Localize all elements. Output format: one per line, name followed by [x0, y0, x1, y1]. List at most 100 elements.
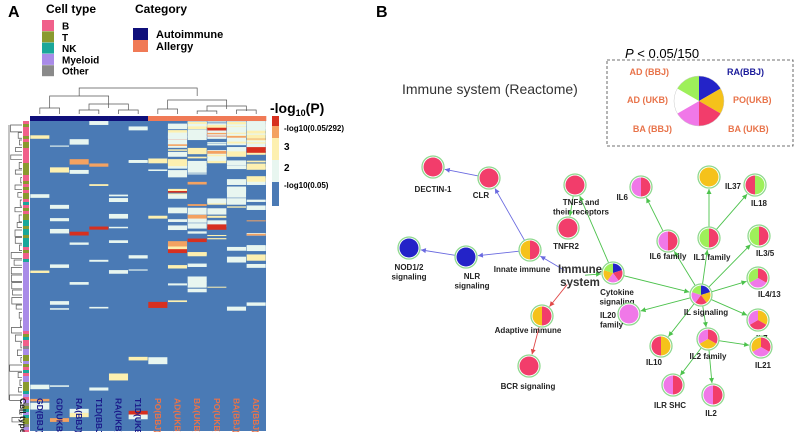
- cell-type-strip-cell: [23, 379, 29, 382]
- edge-arrowhead: [494, 188, 500, 195]
- cell-type-strip-cell: [23, 160, 29, 163]
- heatmap-cell: [187, 218, 207, 223]
- category-bar-cell: [30, 116, 50, 121]
- heatmap-cell: [49, 204, 70, 209]
- pie-legend-box: [606, 59, 794, 147]
- pie-legend-label: AD (UKB): [627, 95, 668, 105]
- heatmap-cell: [167, 189, 188, 193]
- heatmap-cell: [69, 231, 89, 236]
- heatmap-cell: [167, 159, 188, 167]
- heatmap-cell: [167, 193, 188, 196]
- column-label: GD(BBJ): [35, 398, 45, 432]
- heatmap-cell: [89, 163, 109, 167]
- cell-type-strip-cell: [23, 382, 29, 385]
- cell-type-strip-cell: [23, 124, 29, 127]
- heatmap-cell: [207, 238, 227, 240]
- cell-type-strip-cell: [23, 280, 29, 283]
- node-label: IL37: [725, 182, 742, 191]
- cell-type-strip-cell: [23, 391, 29, 394]
- heatmap-cell: [148, 357, 168, 365]
- cell-type-strip-cell: [23, 166, 29, 169]
- cell-type-strip-cell: [23, 301, 29, 304]
- node-pie-slice: [691, 285, 701, 295]
- row-dendrogram: [8, 124, 22, 423]
- cell-type-strip-cell: [23, 256, 29, 259]
- cell-type-legend-item: B: [62, 22, 69, 33]
- edge-arrowhead: [646, 197, 651, 204]
- network-edge: [718, 340, 750, 346]
- network-edge: [715, 193, 748, 230]
- node-pie-slice: [603, 263, 613, 273]
- category-legend-item: Autoimmune: [156, 29, 223, 41]
- node-pie-slice: [663, 375, 673, 395]
- heatmap-cell: [246, 134, 266, 139]
- heatmap-cell: [207, 224, 227, 230]
- pie-legend-label: BA (BBJ): [633, 124, 672, 134]
- cell-type-strip-cell: [23, 196, 29, 199]
- node-label: IL1 family: [694, 253, 731, 262]
- heatmap-cell: [226, 127, 247, 133]
- node-label: DECTIN-1: [415, 185, 452, 194]
- heatmap-cell: [128, 414, 148, 420]
- cell-type-strip-cell: [23, 283, 29, 286]
- heatmap-cell: [187, 126, 207, 130]
- heatmap-cell: [89, 121, 109, 125]
- heatmap-cell: [187, 204, 207, 206]
- node-pie-slice: [698, 329, 708, 344]
- node-label: IL6 family: [650, 252, 687, 261]
- category-legend-item: Allergy: [156, 41, 194, 53]
- heatmap-cell: [167, 170, 188, 176]
- cell-type-strip-cell: [23, 400, 29, 403]
- heatmap-cell: [148, 169, 168, 172]
- heatmap-cell: [246, 302, 266, 306]
- cell-type-strip-cell: [23, 235, 29, 238]
- cell-type-strip-cell: [23, 355, 29, 358]
- node-label: IL4/13: [758, 290, 781, 299]
- cell-type-strip-cell: [23, 250, 29, 253]
- heatmap-cell: [167, 123, 188, 130]
- heatmap-cell: [207, 154, 227, 157]
- heatmap-cell: [226, 206, 247, 208]
- cell-type-swatch: [42, 42, 54, 54]
- node-pie-slice: [745, 175, 755, 195]
- cell-type-strip-cell: [23, 271, 29, 274]
- node-pie-slice: [520, 240, 530, 260]
- node-pie-slice: [519, 356, 539, 376]
- heatmap-cell: [187, 156, 207, 159]
- heatmap-cell: [226, 192, 247, 198]
- heatmap-cell: [167, 283, 188, 286]
- heatmap-cell: [187, 166, 207, 173]
- colorbar-title: -log10(P): [270, 100, 324, 118]
- heatmap-cell: [226, 151, 247, 157]
- node-il10: IL10: [646, 334, 673, 367]
- cell-type-strip-cell: [23, 286, 29, 289]
- node-il1fam: IL1 family: [694, 226, 731, 262]
- node-label: Cytokine: [600, 288, 634, 297]
- network-edge: [679, 347, 702, 376]
- cell-type-swatch: [42, 65, 54, 77]
- heatmap-cell: [108, 270, 129, 274]
- edge-arrowhead: [595, 271, 602, 277]
- node-pie-slice: [758, 310, 768, 325]
- node-il6fam: IL6 family: [650, 229, 687, 261]
- column-label: RA(UKB): [114, 398, 124, 432]
- edge-arrowhead: [540, 256, 546, 261]
- category-bar-cell: [148, 116, 168, 121]
- heatmap-cell: [187, 147, 207, 155]
- cell-type-strip-cell: [23, 178, 29, 181]
- heatmap-cell: [167, 265, 188, 269]
- category-bar-cell: [167, 116, 188, 121]
- cell-type-strip-cell: [23, 223, 29, 226]
- heatmap-cell: [187, 288, 207, 293]
- heatmap-cell: [167, 225, 188, 231]
- network-edge: [673, 251, 696, 286]
- cell-type-strip-cell: [23, 289, 29, 292]
- node-label: IL10: [646, 358, 663, 367]
- colorbar: -log10(P) -log10(0.05/292) 3 2 -log10(0.05): [270, 100, 344, 206]
- heatmap: [23, 116, 267, 432]
- heatmap-cell: [108, 240, 129, 243]
- edge-arrowhead: [741, 310, 748, 316]
- pie-legend-label: PO(UKB): [733, 95, 772, 105]
